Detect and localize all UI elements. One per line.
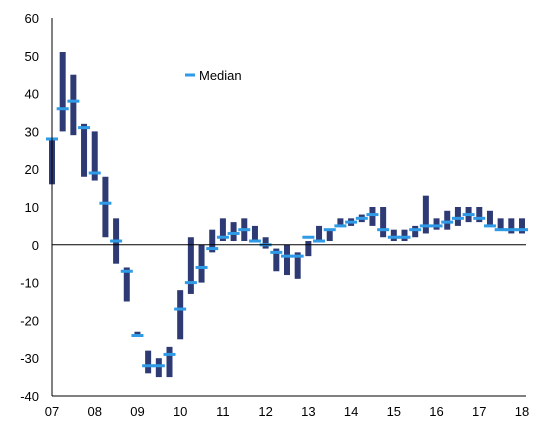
range-bar: [123, 267, 130, 302]
range-bar: [337, 218, 344, 226]
y-tick-label: -10: [20, 276, 39, 291]
range-bar: [284, 244, 290, 276]
x-tick-label: 07: [45, 404, 59, 419]
x-tick-label: 13: [301, 404, 315, 419]
range-bar: [209, 229, 216, 253]
range-bar: [401, 229, 408, 242]
range-bar: [519, 218, 525, 234]
y-tick-labels: 60 50 40 30 20 10 0 -10 -20 -30 -40: [20, 11, 39, 404]
range-bar: [102, 176, 109, 238]
y-tick-label: 50: [25, 49, 39, 64]
range-bar: [262, 237, 269, 249]
range-bar: [230, 222, 237, 242]
legend: Median: [185, 68, 242, 83]
range-bar: [198, 244, 205, 283]
range-bar: [369, 207, 376, 226]
range-bar: [59, 52, 66, 132]
range-bar: [444, 210, 451, 230]
range-bar: [187, 237, 194, 294]
range-bar: [251, 225, 258, 242]
y-tick-label: 30: [25, 124, 39, 139]
range-bar: [390, 229, 397, 242]
range-bar: [433, 218, 440, 230]
range-bar: [134, 331, 141, 336]
range-bar: [145, 350, 152, 374]
y-tick-label: -40: [20, 389, 39, 404]
range-bar: [316, 225, 323, 242]
range-bar: [380, 207, 387, 238]
y-tick-label: -20: [20, 313, 39, 328]
x-tick-labels: 07 08 09 10 11 12 13 14 15 16 17 18: [45, 404, 529, 419]
x-tick-label: 15: [387, 404, 401, 419]
x-tick-label: 16: [429, 404, 443, 419]
x-tick-label: 14: [344, 404, 358, 419]
legend-label-median: Median: [199, 68, 242, 83]
axes: [51, 18, 526, 397]
x-tick-label: 12: [258, 404, 272, 419]
x-tick-label: 09: [130, 404, 144, 419]
range-bar: [219, 218, 226, 242]
y-tick-label: 40: [25, 87, 39, 102]
x-tick-label: 17: [472, 404, 486, 419]
y-tick-label: -30: [20, 351, 39, 366]
range-bars: [49, 52, 525, 378]
range-bar: [476, 207, 483, 223]
range-bar: [177, 290, 184, 340]
range-bar: [155, 358, 162, 378]
x-tick-label: 11: [216, 404, 230, 419]
x-tick-label: 08: [87, 404, 101, 419]
x-tick-label: 10: [173, 404, 187, 419]
range-bar: [326, 229, 333, 242]
range-bar: [412, 225, 419, 238]
x-tick-label: 18: [515, 404, 529, 419]
range-bar: [273, 248, 280, 272]
range-bar: [70, 74, 77, 136]
range-bar: [497, 218, 504, 230]
range-bar: [305, 241, 312, 257]
range-bar: [508, 218, 515, 234]
range-bar: [81, 123, 88, 177]
range-bar: [166, 346, 173, 378]
range-bar: [454, 207, 461, 226]
y-tick-label: 10: [25, 200, 39, 215]
y-tick-label: 20: [25, 162, 39, 177]
range-bar: [422, 195, 429, 234]
range-bar: [486, 210, 493, 226]
y-tick-label: 60: [25, 11, 39, 26]
range-bar: [294, 252, 301, 279]
y-tick-label: 0: [32, 238, 39, 253]
range-bar: [91, 131, 98, 181]
